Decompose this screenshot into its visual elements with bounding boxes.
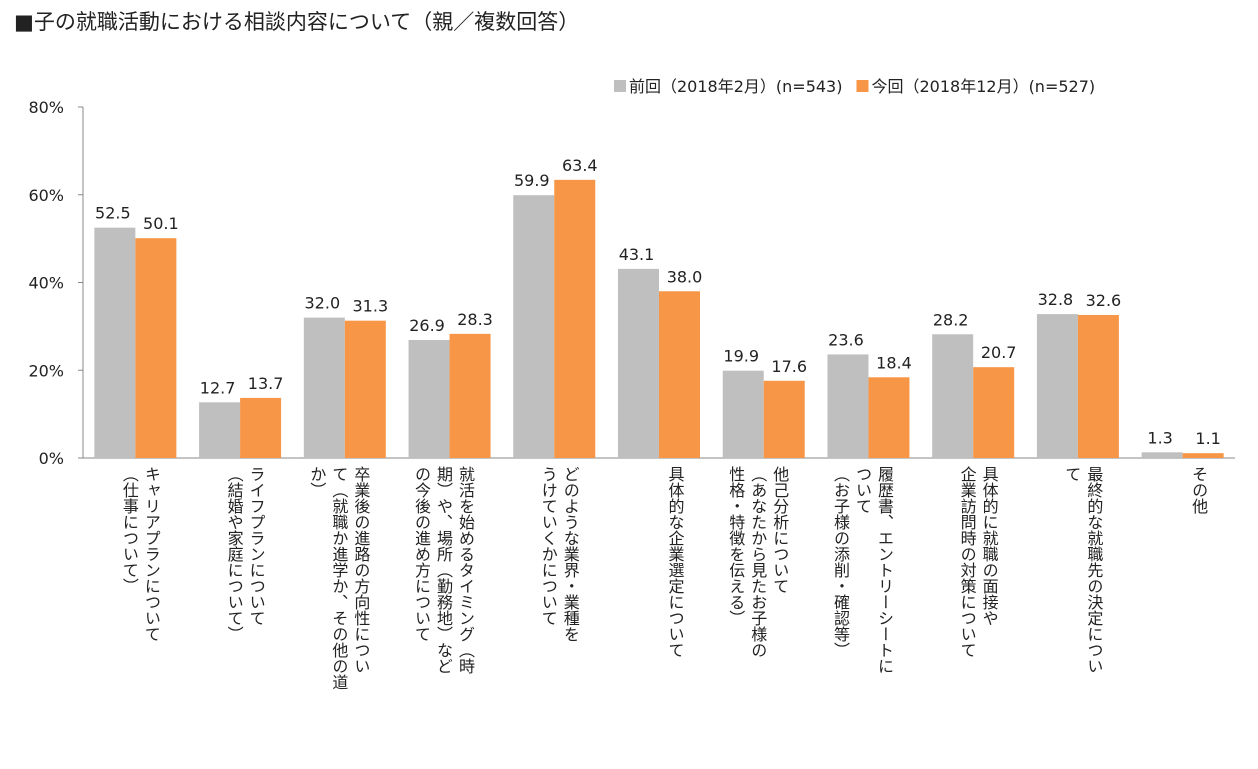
bar-series-2 — [449, 333, 491, 458]
bar-value-label: 20.7 — [981, 343, 1017, 362]
bar-value-label: 1.3 — [1147, 428, 1172, 447]
category-label: て（就職か進学か、その他の道 — [329, 466, 348, 690]
bar-series-1 — [932, 334, 974, 458]
bar-series-2 — [1077, 314, 1119, 458]
bar-value-label: 31.3 — [353, 297, 389, 316]
bar-series-2 — [1182, 453, 1224, 458]
category-label: 卒業後の進路の方向性につい — [351, 466, 370, 674]
bar-value-label: 32.6 — [1086, 291, 1122, 310]
bar-series-2 — [763, 380, 805, 458]
category-label: その他 — [1189, 466, 1208, 515]
bar-value-label: 43.1 — [619, 245, 655, 264]
bars — [94, 179, 1224, 458]
bar-series-2 — [868, 377, 910, 458]
bar-series-2 — [135, 238, 177, 458]
chart-title: ■子の就職活動における相談内容について（親／複数回答） — [14, 10, 580, 34]
bar-series-1 — [94, 227, 136, 458]
category-label: ついて — [853, 466, 872, 514]
y-tick-label: 20% — [28, 361, 64, 380]
category-label: 期）や、場所（勤務地）など — [434, 466, 453, 674]
bar-value-label: 28.2 — [933, 310, 969, 329]
bar-series-2 — [659, 291, 700, 458]
legend-swatch-2 — [856, 80, 869, 92]
legend-swatch-1 — [614, 80, 626, 92]
category-label: ライフプランについて — [247, 466, 266, 626]
bar-series-2 — [344, 320, 386, 458]
category-label: （結婚や家庭について） — [225, 466, 244, 642]
bar-value-label: 32.0 — [305, 294, 341, 313]
y-tick-label: 80% — [28, 98, 64, 117]
bar-value-label: 26.9 — [409, 316, 445, 335]
bar-series-1 — [1036, 314, 1078, 458]
bar-series-1 — [408, 339, 450, 458]
bar-value-label: 12.7 — [200, 378, 236, 397]
bar-value-label: 23.6 — [828, 330, 864, 349]
category-label: か） — [307, 466, 326, 498]
y-tick-label: 0% — [39, 449, 64, 468]
category-label: キャリアプランについて — [142, 466, 161, 642]
category-label: （お子様の添削・確認等） — [831, 466, 850, 658]
bar-value-label: 32.8 — [1038, 290, 1074, 309]
bar-value-label: 1.1 — [1195, 429, 1220, 448]
bar-value-label: 18.4 — [876, 353, 912, 372]
bar-series-1 — [1141, 452, 1183, 458]
category-labels: キャリアプランについて（仕事について） ライフプランについて（結婚や家庭について）… — [120, 466, 1208, 690]
category-label: どのような業界・業種を — [561, 466, 580, 642]
category-label: （仕事について） — [120, 466, 139, 594]
bar-value-label: 59.9 — [514, 171, 550, 190]
bar-series-2 — [554, 179, 596, 458]
bar-series-1 — [827, 354, 869, 458]
bar-series-1 — [513, 195, 555, 458]
legend-label-1: 前回（2018年2月）(n=543) — [629, 77, 842, 96]
category-label: 他己分析について — [770, 466, 789, 594]
bar-value-label: 17.6 — [771, 357, 807, 376]
bar-series-1 — [199, 402, 241, 458]
category-label: 具体的に就職の面接や — [980, 466, 999, 626]
category-label: （あなたから見たお子様の — [748, 466, 767, 658]
category-label: 就活を始めるタイミング（時 — [456, 466, 475, 674]
bar-series-2 — [240, 397, 282, 458]
value-labels: 52.5 50.1 12.7 13.7 32.0 31.3 26.9 28.3 59.9 63.4… — [95, 156, 1221, 448]
bar-series-1 — [618, 268, 659, 458]
category-label: の今後の進め方について — [412, 466, 431, 642]
bar-value-label: 28.3 — [457, 310, 493, 329]
bar-series-2 — [973, 367, 1015, 458]
legend: 前回（2018年2月）(n=543) 今回（2018年12月）(n=527) — [614, 77, 1095, 96]
category-label: 性格・特徴を伝える） — [726, 466, 745, 626]
category-label: 具体的な企業選定について — [666, 466, 685, 658]
bar-value-label: 52.5 — [95, 204, 131, 223]
category-label: 企業訪問時の対策について — [958, 466, 977, 658]
bar-series-1 — [303, 317, 345, 458]
bar-series-1 — [722, 370, 764, 458]
category-label: 最終的な就職先の決定につい — [1084, 466, 1103, 674]
category-label: うけていくかについて — [539, 466, 558, 626]
bar-value-label: 13.7 — [248, 374, 284, 393]
y-tick-label: 40% — [28, 274, 64, 293]
bar-value-label: 38.0 — [667, 267, 703, 286]
y-tick-label: 60% — [28, 186, 64, 205]
legend-label-2: 今回（2018年12月）(n=527) — [871, 77, 1095, 96]
category-label: 履歴書、エントリーシートに — [875, 466, 894, 674]
bar-value-label: 50.1 — [143, 214, 179, 233]
bar-value-label: 19.9 — [723, 347, 759, 366]
category-label: て — [1062, 466, 1081, 482]
bar-value-label: 63.4 — [562, 156, 598, 175]
